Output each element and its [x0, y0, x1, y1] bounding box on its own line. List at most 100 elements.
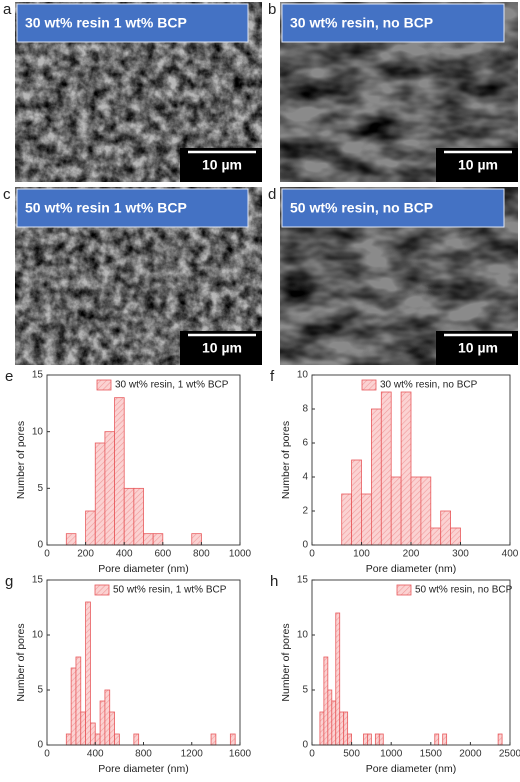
bar — [378, 733, 384, 746]
bar — [363, 733, 368, 746]
bar — [65, 733, 72, 746]
y-tick-label: 0 — [37, 540, 43, 551]
bar — [229, 733, 236, 746]
x-axis-title: Pore diameter (nm) — [366, 563, 456, 575]
bar — [497, 733, 503, 746]
bar — [347, 733, 353, 746]
bar — [191, 533, 202, 546]
panel-letter: d — [268, 186, 276, 203]
bar — [94, 733, 101, 746]
bar — [442, 733, 448, 746]
x-tick-label: 1600 — [229, 749, 252, 760]
x-axis-title: Pore diameter (nm) — [366, 763, 456, 775]
bar — [400, 391, 412, 546]
y-tick-label: 4 — [302, 472, 308, 483]
y-tick-label: 8 — [302, 404, 308, 415]
x-tick-label: 500 — [343, 749, 360, 760]
bar — [390, 476, 402, 546]
y-tick-label: 10 — [297, 630, 309, 641]
panel-letter: h — [270, 573, 278, 590]
scale-box — [180, 148, 262, 182]
x-tick-label: 0 — [309, 549, 315, 560]
legend-swatch — [94, 584, 110, 596]
y-tick-label: 0 — [302, 540, 308, 551]
bar — [94, 442, 106, 546]
panel-letter: e — [5, 368, 13, 385]
legend-label: 30 wt% resin, 1 wt% BCP — [115, 380, 229, 391]
y-tick-label: 0 — [37, 740, 43, 751]
y-tick-label: 15 — [32, 370, 44, 381]
y-tick-label: 2 — [302, 506, 308, 517]
y-axis-title: Number of pores — [280, 623, 292, 701]
bar — [420, 476, 432, 546]
legend-label: 50 wt% resin, no BCP — [415, 585, 513, 596]
bar — [430, 527, 442, 546]
bar — [114, 733, 120, 746]
scale-label: 10 µm — [202, 340, 242, 356]
legend-label: 30 wt% resin, no BCP — [380, 380, 478, 391]
panel-label-box — [16, 188, 249, 228]
bar — [361, 493, 372, 546]
bar — [133, 733, 140, 746]
y-tick-label: 15 — [297, 575, 309, 586]
y-tick-label: 10 — [32, 630, 44, 641]
plot-frame — [311, 579, 511, 746]
plot-frame — [46, 374, 241, 546]
x-tick-label: 100 — [353, 549, 370, 560]
panel-letter: a — [3, 1, 12, 18]
panel-letter: b — [268, 1, 276, 18]
bar — [367, 733, 372, 746]
panel-letter: g — [5, 573, 13, 590]
legend-swatch — [396, 584, 412, 596]
y-tick-label: 5 — [37, 483, 43, 494]
bar — [70, 667, 77, 746]
bar — [99, 700, 106, 746]
x-tick-label: 300 — [452, 549, 469, 560]
bar — [450, 527, 461, 546]
y-axis-title: Number of pores — [15, 421, 27, 499]
y-tick-label: 10 — [297, 370, 309, 381]
bar — [331, 700, 337, 746]
x-tick-label: 0 — [44, 549, 50, 560]
scale-box — [436, 331, 518, 365]
scale-box — [436, 148, 518, 182]
scale-label: 10 µm — [458, 340, 498, 356]
bar — [374, 733, 380, 746]
legend-label: 50 wt% resin, 1 wt% BCP — [113, 585, 227, 596]
x-tick-label: 1500 — [420, 749, 443, 760]
bar — [323, 656, 329, 746]
bar — [85, 601, 91, 746]
x-tick-label: 1000 — [380, 749, 403, 760]
legend-swatch — [361, 379, 377, 391]
bar — [114, 397, 125, 546]
bar — [133, 487, 144, 546]
x-tick-label: 0 — [44, 749, 50, 760]
x-tick-label: 600 — [154, 549, 171, 560]
panel-label-box — [281, 188, 505, 228]
bar — [319, 711, 325, 746]
scale-label: 10 µm — [458, 157, 498, 173]
bar — [152, 533, 164, 546]
scale-box — [180, 331, 262, 365]
bar — [410, 476, 422, 546]
panel-label-box — [281, 3, 505, 43]
bar — [143, 533, 154, 546]
x-tick-label: 2500 — [499, 749, 520, 760]
bar — [104, 431, 115, 546]
panel-label: 30 wt% resin 1 wt% BCP — [25, 15, 187, 31]
x-tick-label: 1200 — [181, 749, 204, 760]
bar — [339, 711, 345, 746]
bar — [90, 722, 96, 746]
panel-label: 50 wt% resin 1 wt% BCP — [25, 200, 187, 216]
y-tick-label: 15 — [32, 575, 44, 586]
bar — [104, 689, 111, 746]
bar — [351, 459, 362, 546]
y-tick-label: 5 — [302, 685, 308, 696]
x-tick-label: 400 — [116, 549, 133, 560]
bar — [434, 733, 440, 746]
x-tick-label: 800 — [135, 749, 152, 760]
panel-label: 50 wt% resin, no BCP — [290, 200, 433, 216]
x-tick-label: 1000 — [229, 549, 252, 560]
bar — [341, 493, 353, 546]
